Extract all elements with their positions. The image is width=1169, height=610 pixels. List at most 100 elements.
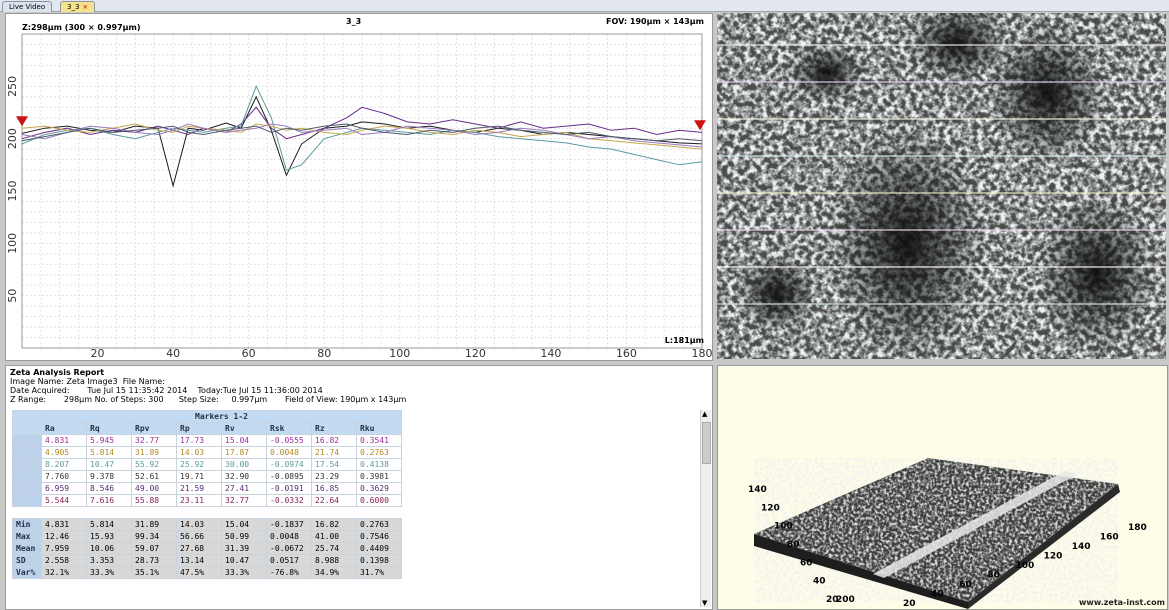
table-cell: 7.616 [86, 494, 132, 507]
stat-cell: 0.0048 [266, 530, 312, 543]
table-cell: 10.47 [86, 458, 132, 471]
table-cell: 7.760 [41, 470, 87, 483]
stat-cell: 31.39 [221, 542, 267, 555]
table-cell: 23.29 [311, 470, 357, 483]
profile-series-line [21, 123, 703, 150]
3d-surface-view[interactable]: 140 120 100 80 60 40 20 180 160 140 120 100 80 60 40 20… [717, 365, 1168, 610]
row-header-cell[interactable] [12, 446, 42, 459]
profile-chart: 20 40 60 80 100 120 140 160 180 50 100 150 200 250 [6, 33, 712, 360]
stat-label: Mean [12, 542, 42, 555]
stat-cell: 12.46 [41, 530, 87, 543]
table-cell: 31.89 [131, 446, 177, 459]
tab-3-3[interactable]: 3_3 × [60, 1, 96, 12]
stat-cell: 16.82 [311, 518, 357, 531]
scroll-up-icon[interactable]: ▲ [702, 410, 708, 418]
stat-cell: 2.558 [41, 554, 87, 567]
table-cell: 32.90 [221, 470, 267, 483]
table-row[interactable]: 4.831 5.945 32.77 17.73 15.04 -0.0555 16.82 0.3… [12, 434, 402, 447]
3d-x-axis-label: 40 [931, 590, 944, 600]
column-header: Rp [176, 422, 222, 435]
row-header-cell[interactable] [12, 482, 42, 495]
table-cell: 19.71 [176, 470, 222, 483]
stat-cell: 14.03 [176, 518, 222, 531]
steps: 300 [148, 395, 164, 404]
table-row[interactable]: 7.760 9.378 52.61 19.71 32.90 -0.0895 23.29 0.3… [12, 470, 402, 483]
column-header: Rz [311, 422, 357, 435]
table-cell: 0.3981 [356, 470, 402, 483]
table-row[interactable]: 5.544 7.616 55.88 23.11 32.77 -0.0332 22.64 0.6… [12, 494, 402, 507]
scroll-thumb[interactable] [702, 422, 711, 464]
profile-title: 3_3 [346, 17, 362, 26]
table-row[interactable]: 6.959 8.546 49.00 21.59 27.41 -0.0191 16.85 0.3… [12, 482, 402, 495]
steps-label: No. of Steps: [94, 395, 146, 404]
stat-cell: 47.5% [176, 566, 222, 579]
table-cell: 8.546 [86, 482, 132, 495]
table-cell: 16.85 [311, 482, 357, 495]
stat-row: Min 4.831 5.814 31.89 14.03 15.04 -0.1837 16.82… [12, 518, 402, 531]
step-size-label: Step Size: [178, 395, 219, 404]
row-header-cell[interactable] [12, 434, 42, 447]
stat-label: Var% [12, 566, 42, 579]
y-tick-label: 200 [6, 128, 19, 149]
column-header: Rku [356, 422, 402, 435]
table-cell: 21.74 [311, 446, 357, 459]
marker-2-icon[interactable] [694, 120, 706, 131]
roughness-table: Markers 1-2 Ra Rq Rpv Rp Rv Rsk Rz Rku 4.831 5.945… [12, 410, 402, 579]
length-label: L:181µm [664, 336, 704, 345]
table-cell: 52.61 [131, 470, 177, 483]
table-cell: 32.77 [131, 434, 177, 447]
fov: 190µm x 143µm [340, 395, 407, 404]
3d-y-axis-label: 80 [787, 540, 800, 550]
table-cell: 17.54 [311, 458, 357, 471]
stat-cell: 50.99 [221, 530, 267, 543]
tab-live-video[interactable]: Live Video [2, 1, 53, 12]
row-header-cell[interactable] [12, 458, 42, 471]
3d-x-axis-label: 140 [1072, 542, 1091, 552]
table-cell: 5.544 [41, 494, 87, 507]
table-cell: 17.87 [221, 446, 267, 459]
stat-row: Mean 7.959 10.06 59.07 27.68 31.39 -0.0672 25.7… [12, 542, 402, 555]
grid-lines [22, 33, 703, 348]
x-tick-label: 80 [317, 347, 331, 360]
3d-x-axis-label: 80 [987, 571, 1000, 581]
today-date: Tue Jul 15 11:36:00 2014 [222, 386, 323, 395]
fov-label: Field of View: [285, 395, 338, 404]
marker-1-icon[interactable] [16, 116, 28, 127]
table-row[interactable]: 8.207 10.47 55.92 25.92 30.00 -0.0974 17.54 0.4… [12, 458, 402, 471]
stat-cell: 28.73 [131, 554, 177, 567]
3d-y-axis-label: 20 [826, 595, 839, 605]
stat-cell: 31.7% [356, 566, 402, 579]
scroll-down-icon[interactable]: ▼ [702, 599, 708, 607]
analysis-report: Zeta Analysis Report Image Name: Zeta Im… [5, 365, 713, 610]
corner-cell [12, 410, 42, 423]
close-icon[interactable]: × [82, 3, 89, 11]
stat-cell: 4.831 [41, 518, 87, 531]
stat-cell: -0.1837 [266, 518, 312, 531]
y-tick-label: 150 [6, 181, 19, 202]
row-header-cell[interactable] [12, 494, 42, 507]
report-scrollbar[interactable]: ▲ ▼ [700, 410, 711, 607]
microscope-image[interactable] [717, 13, 1166, 359]
table-row[interactable]: 4.905 5.814 31.89 14.03 17.87 0.0048 21.74 0.27… [12, 446, 402, 459]
z-range-label: Z Range: [10, 395, 47, 404]
stat-cell: 41.00 [311, 530, 357, 543]
profile-plot[interactable]: 20 40 60 80 100 120 140 160 180 50 100 150 200 250 Z:… [5, 13, 713, 361]
image-name-label: Image Name: [10, 377, 64, 386]
step-size: 0.997µm [231, 395, 268, 404]
column-header: Ra [41, 422, 87, 435]
3d-x-axis-label: 160 [1100, 533, 1119, 543]
3d-y-axis-label: 100 [774, 522, 793, 532]
stat-cell: 0.0517 [266, 554, 312, 567]
row-header-cell[interactable] [12, 470, 42, 483]
stat-cell: 0.7546 [356, 530, 402, 543]
table-header-row: Ra Rq Rpv Rp Rv Rsk Rz Rku [12, 422, 402, 435]
table-cell: 0.2763 [356, 446, 402, 459]
table-cell: 32.77 [221, 494, 267, 507]
y-tick-label: 100 [6, 233, 19, 254]
3d-y-axis-label: 40 [813, 577, 826, 587]
stat-label: SD [12, 554, 42, 567]
table-cell: 15.04 [221, 434, 267, 447]
table-cell: 55.88 [131, 494, 177, 507]
report-title: Zeta Analysis Report [10, 368, 105, 377]
table-cell: -0.0555 [266, 434, 312, 447]
